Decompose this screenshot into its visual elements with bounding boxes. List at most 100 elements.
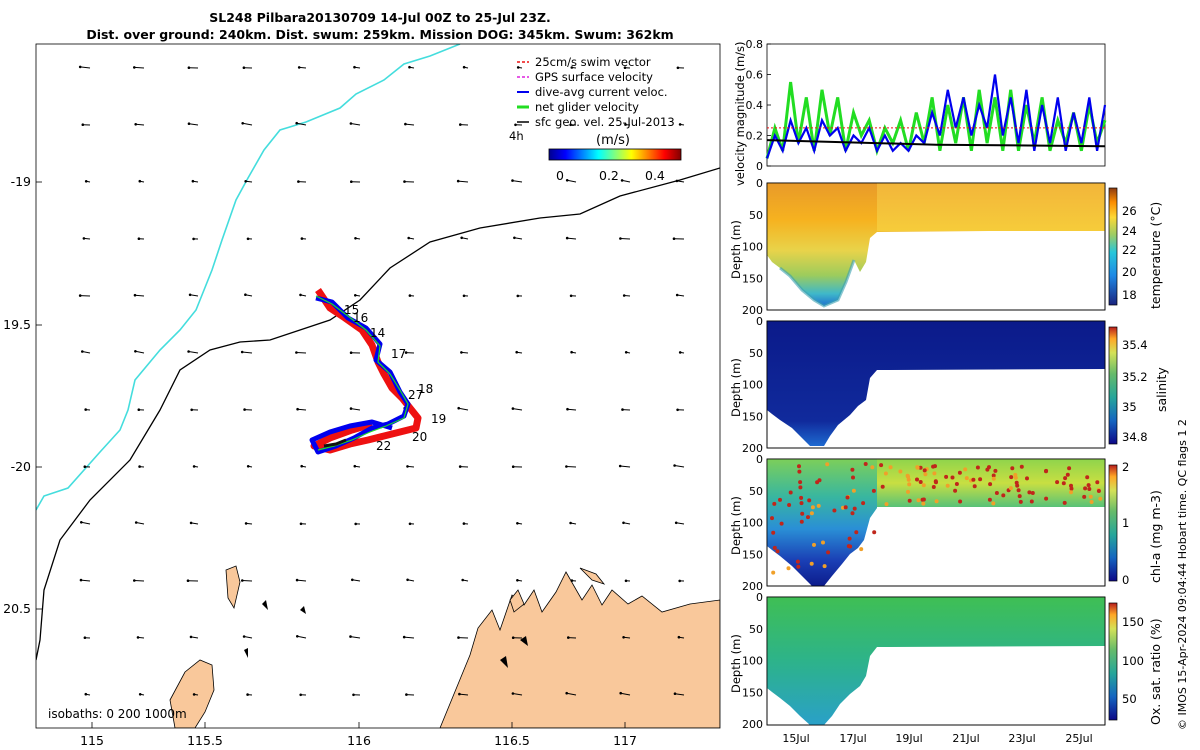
- chla-dot: [945, 483, 950, 488]
- chla-dot: [1013, 475, 1018, 480]
- velocity-arrow-head: [408, 522, 412, 526]
- map-xtick-0: 115: [80, 733, 104, 748]
- velocity-arrow: [296, 352, 307, 354]
- velocity-arrow-head: [570, 579, 574, 582]
- velocity-arrow-head: [353, 65, 356, 69]
- chla-dot: [850, 467, 855, 472]
- sal-cbar-tick-1: 35.2: [1122, 370, 1148, 384]
- chla-panel: [766, 458, 1106, 587]
- sal-cbar-tick-2: 35: [1122, 400, 1137, 414]
- velocity-arrow-head: [295, 578, 299, 582]
- velocity-arrow-head: [565, 179, 569, 182]
- velocity-arrow: [297, 635, 307, 639]
- velocity-arrow-head: [192, 465, 196, 468]
- chla-colorbar: [1108, 464, 1118, 582]
- chla-dot: [787, 503, 792, 507]
- chla-dot: [843, 505, 848, 510]
- velocity-arrow-head: [619, 691, 622, 695]
- velocity-arrow-head: [513, 236, 516, 240]
- velocity-arrow-head: [244, 522, 248, 525]
- chla-dot: [1009, 475, 1014, 480]
- map-xtick-2: 116: [347, 733, 371, 748]
- velocity-ytick-2: 0.4: [746, 99, 764, 112]
- chla-dot: [879, 463, 884, 468]
- velocity-arrow-head: [622, 636, 625, 639]
- velocity-arrow: [80, 579, 91, 582]
- velocity-arrow-head: [295, 351, 298, 354]
- velocity-arrow-head: [134, 350, 137, 353]
- colorbar-ticks: 26 24 22 20 18 35.4 35.2 35 34.8 2 1 0 1…: [1122, 204, 1148, 706]
- temp-cbar-tick-4: 18: [1122, 288, 1137, 302]
- chla-dot: [775, 549, 780, 554]
- plot-title-line2: Dist. over ground: 240km. Dist. swum: 25…: [86, 27, 674, 42]
- chla-dot: [1029, 499, 1034, 504]
- velocity-arrow-head: [299, 293, 302, 297]
- chla-depth-tick-0: 0: [756, 453, 763, 466]
- sal-depth-tick-0: 0: [756, 315, 763, 328]
- legend-item-gps: GPS surface velocity: [535, 70, 653, 84]
- velocity-arrow-head: [405, 693, 408, 696]
- chla-dot: [1065, 472, 1070, 477]
- time-tick-1: 17Jul: [839, 732, 866, 745]
- chla-dot: [826, 550, 831, 555]
- velocity-arrow-head: [299, 522, 303, 526]
- temp-depth-tick-4: 200: [742, 304, 763, 317]
- day-label-19: 19: [431, 412, 446, 426]
- velocity-arrow-head: [618, 464, 622, 468]
- time-tick-0: 15Jul: [782, 732, 809, 745]
- chla-dot: [934, 499, 939, 504]
- velocity-arrow-head: [511, 407, 515, 410]
- day-labels: 15 16 14 17 18 27 19 20 22: [344, 303, 446, 453]
- chla-dot: [772, 501, 777, 506]
- sal-cbar-tick-3: 34.8: [1122, 430, 1148, 444]
- velocity-arrow-head: [623, 66, 627, 69]
- velocity-arrow-head: [83, 465, 87, 469]
- velocity-arrow-head: [456, 179, 460, 183]
- velocity-arrow-head: [349, 122, 353, 125]
- velocity-arrow: [80, 66, 91, 69]
- ox-depth-tick-1: 50: [749, 623, 763, 636]
- velocity-arrow-head: [299, 693, 303, 697]
- velocity-arrow-head: [242, 66, 246, 69]
- chla-dot: [898, 469, 903, 474]
- legend-item-net: net glider velocity: [535, 100, 639, 114]
- velocity-arrow-head: [241, 122, 244, 125]
- velocity-arrow-head: [352, 693, 355, 697]
- velocity-arrow-head: [457, 406, 461, 410]
- velocity-arrow: [458, 180, 469, 183]
- chla-dot: [884, 502, 889, 507]
- velocity-arrow: [136, 522, 145, 525]
- chla-dot: [1025, 476, 1029, 481]
- velocity-arrow-head: [511, 465, 515, 469]
- velocity-arrow-head: [240, 350, 244, 354]
- velocity-arrow-head: [246, 693, 249, 696]
- velocity-arrow-head: [461, 578, 465, 582]
- chla-dot: [772, 545, 777, 550]
- velocity-arrow-head: [133, 579, 136, 582]
- velocity-arrow-head: [511, 692, 515, 695]
- oxygen-section: [767, 597, 1105, 725]
- velocity-arrow-head: [81, 123, 85, 126]
- chla-dot: [978, 477, 983, 482]
- temp-cbar-tick-2: 22: [1122, 243, 1137, 257]
- temp-depth-tick-0: 0: [756, 177, 763, 190]
- velocity-arrow: [190, 294, 199, 297]
- chla-cbar-tick-2: 0: [1122, 573, 1129, 587]
- chla-dot: [822, 564, 827, 569]
- chla-dot: [1044, 496, 1049, 501]
- isobath-200: [36, 167, 720, 661]
- velocity-arrow: [134, 66, 145, 69]
- chla-dot: [915, 465, 920, 470]
- velocity-arrow: [512, 408, 523, 411]
- velocity-arrow-head: [187, 66, 191, 69]
- chla-dot: [991, 473, 996, 478]
- chla-dot: [807, 498, 812, 503]
- colorbar-tick-0: 0: [556, 168, 564, 183]
- isobaths-label: isobaths: 0 200 1000m: [48, 707, 187, 721]
- velocity-arrow: [242, 351, 253, 354]
- velocity-arrow-head: [350, 180, 353, 183]
- velocity-panel: 0 0.2 0.4 0.6 0.8: [746, 38, 1107, 173]
- chla-dot: [851, 475, 855, 480]
- velocity-arrow: [135, 123, 145, 126]
- velocity-arrow-head: [84, 408, 87, 411]
